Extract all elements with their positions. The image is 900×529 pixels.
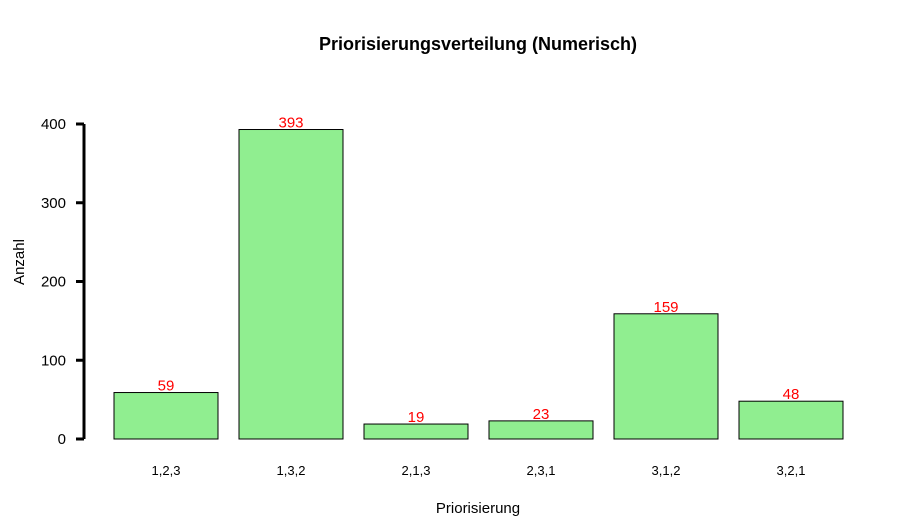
value-labels-group: 59 393 19 23 159 48	[158, 115, 800, 427]
x-category-label: 1,2,3	[152, 463, 181, 478]
y-tick-label: 300	[41, 195, 66, 212]
bar	[738, 400, 844, 440]
bar	[613, 313, 719, 440]
bar	[488, 420, 594, 440]
y-axis-label: Anzahl	[11, 239, 28, 285]
bar-value-label: 159	[653, 299, 678, 316]
bar	[363, 423, 469, 440]
bar-value-label: 59	[158, 378, 175, 395]
bar-value-label: 23	[533, 406, 550, 423]
bar-value-label: 19	[408, 409, 425, 426]
x-category-label: 3,1,2	[652, 463, 681, 478]
bars-group	[113, 129, 844, 440]
x-axis-label: Priorisierung	[436, 500, 520, 517]
y-axis: 0 100 200 300 400	[41, 116, 86, 448]
x-category-labels: 1,2,3 1,3,2 2,1,3 2,3,1 3,1,2 3,2,1	[152, 463, 806, 478]
chart-title: Priorisierungsverteilung (Numerisch)	[319, 34, 637, 54]
y-tick-label: 0	[58, 431, 66, 448]
x-category-label: 3,2,1	[777, 463, 806, 478]
x-category-label: 2,1,3	[402, 463, 431, 478]
bar	[113, 392, 219, 440]
y-tick-label: 200	[41, 274, 66, 291]
y-tick-label: 400	[41, 116, 66, 133]
bar-value-label: 48	[783, 386, 800, 403]
y-tick-label: 100	[41, 352, 66, 369]
bar	[238, 129, 344, 440]
x-category-label: 2,3,1	[527, 463, 556, 478]
x-category-label: 1,3,2	[277, 463, 306, 478]
bar-value-label: 393	[278, 115, 303, 132]
